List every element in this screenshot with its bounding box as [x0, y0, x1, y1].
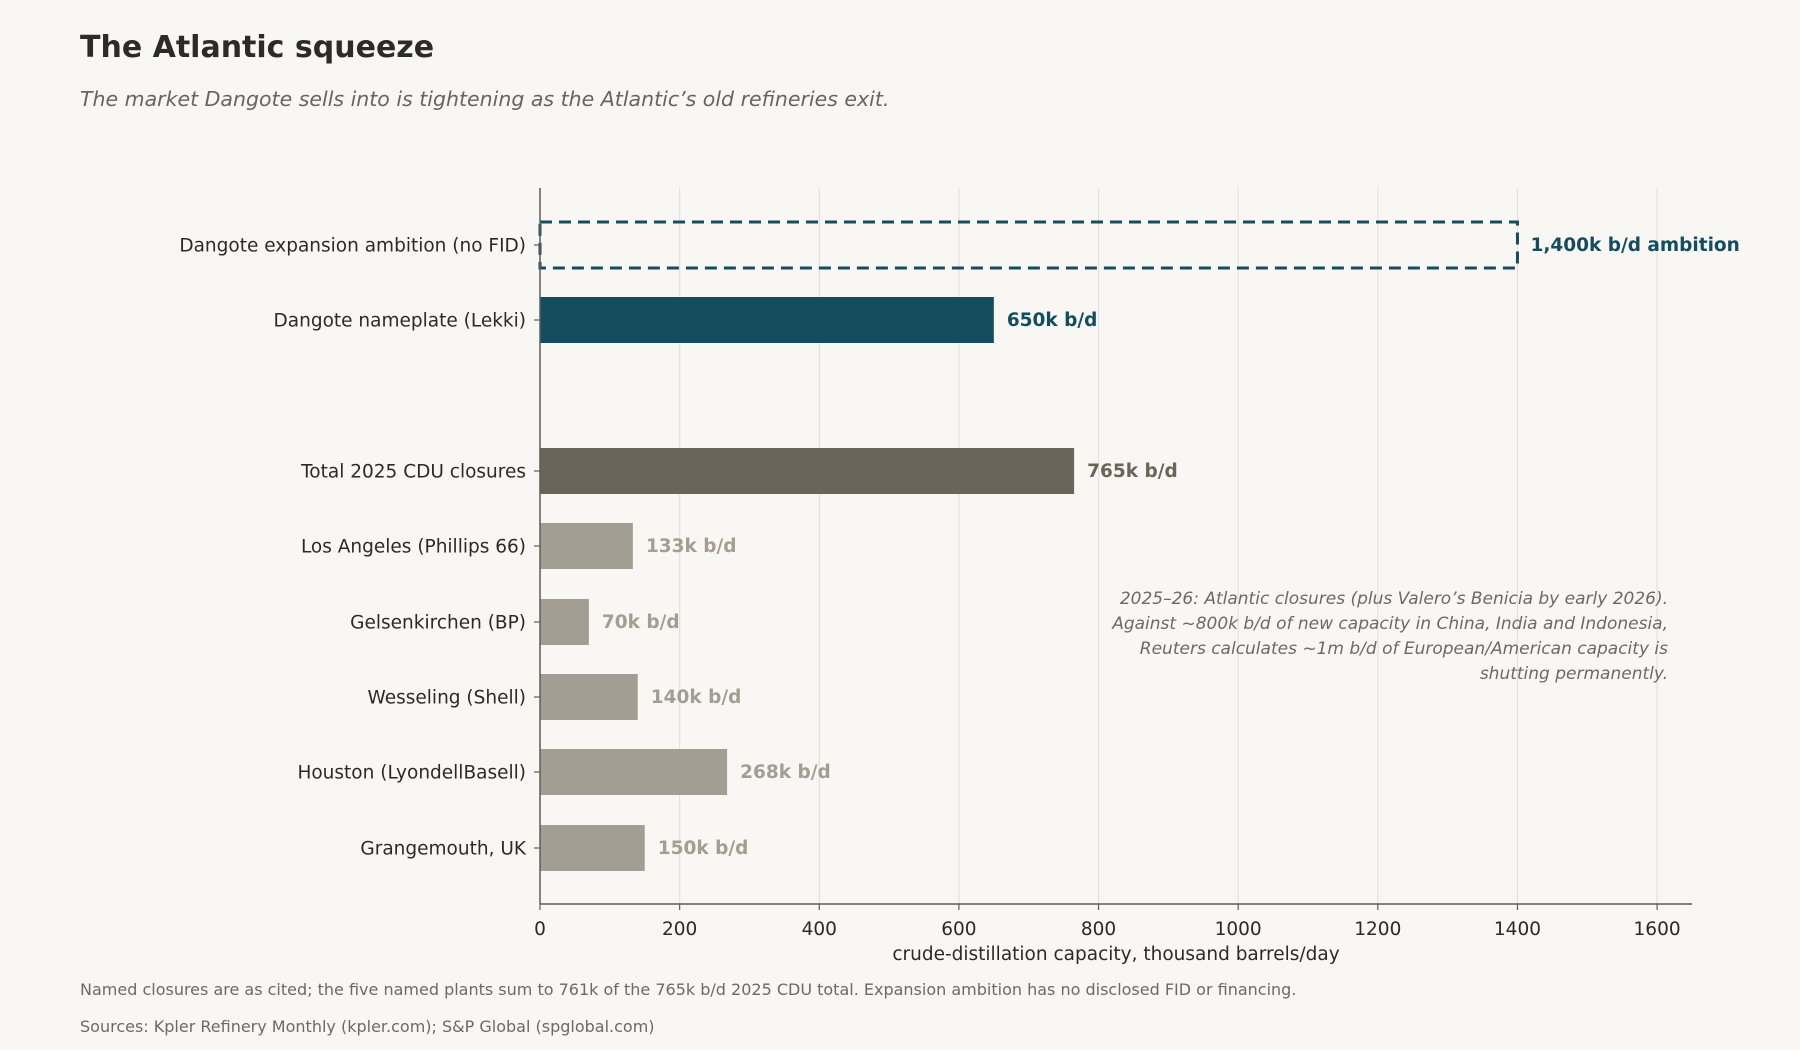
annotation-line: 2025–26: Atlantic closures (plus Valero’… [1120, 589, 1668, 609]
footnote: Named closures are as cited; the five na… [80, 980, 1297, 999]
value-label-gelsenkirchen-bp: 70k b/d [602, 612, 680, 633]
bar-total-2025-cdu-closures [540, 448, 1075, 494]
category-label-wesseling-shell: Wesseling (Shell) [368, 688, 526, 709]
bars [538, 220, 1519, 871]
source-line: Sources: Kpler Refinery Monthly (kpler.c… [80, 1017, 655, 1036]
category-label-dangote-expansion-ambition-no-fid: Dangote expansion ambition (no FID) [179, 236, 526, 257]
xtick-label-200: 200 [662, 919, 697, 940]
bar-gelsenkirchen-bp [540, 599, 589, 645]
category-label-dangote-nameplate-lekki: Dangote nameplate (Lekki) [274, 311, 526, 332]
xtick-label-0: 0 [534, 919, 546, 940]
value-label-total-2025-cdu-closures: 765k b/d [1087, 461, 1178, 482]
value-label-grangemouth-uk: 150k b/d [658, 838, 749, 859]
category-label-gelsenkirchen-bp: Gelsenkirchen (BP) [350, 613, 526, 634]
annotation-line: Against ~800k b/d of new capacity in Chi… [1111, 614, 1668, 634]
value-label-los-angeles-phillips-66: 133k b/d [646, 536, 737, 557]
annotation-line: Reuters calculates ~1m b/d of European/A… [1140, 639, 1668, 659]
category-label-los-angeles-phillips-66: Los Angeles (Phillips 66) [301, 537, 526, 558]
xtick-label-1200: 1200 [1354, 919, 1401, 940]
bar-wesseling-shell [540, 674, 638, 720]
annotation-line: shutting permanently. [1480, 664, 1668, 684]
bar-grangemouth-uk [540, 825, 645, 871]
value-label-wesseling-shell: 140k b/d [651, 687, 742, 708]
xtick-label-600: 600 [941, 919, 976, 940]
chart-title: The Atlantic squeeze [80, 30, 435, 65]
value-labels: 1,400k b/d ambition 650k b/d 765k b/d 133k … [602, 235, 1740, 859]
bar-dangote-nameplate-lekki [540, 297, 994, 343]
category-label-grangemouth-uk: Grangemouth, UK [360, 839, 526, 860]
annotation: 2025–26: Atlantic closures (plus Valero’… [1111, 589, 1668, 684]
category-label-houston-lyondellbasell: Houston (LyondellBasell) [297, 763, 526, 784]
bar-dangote-expansion-ambition-no-fid [538, 220, 1519, 270]
bar-los-angeles-phillips-66 [540, 523, 633, 569]
grid-lines [679, 188, 1658, 904]
xtick-label-1600: 1600 [1634, 919, 1681, 940]
axes: Dangote expansion ambition (no FID) Dango… [179, 188, 1692, 965]
xtick-label-800: 800 [1081, 919, 1116, 940]
value-label-houston-lyondellbasell: 268k b/d [740, 762, 831, 783]
xtick-label-1000: 1000 [1215, 919, 1262, 940]
xtick-label-1400: 1400 [1494, 919, 1541, 940]
bar-houston-lyondellbasell [540, 749, 728, 795]
value-label-dangote-expansion-ambition-no-fid: 1,400k b/d ambition [1530, 235, 1739, 256]
category-label-total-2025-cdu-closures: Total 2025 CDU closures [300, 462, 526, 483]
chart-subtitle: The market Dangote sells into is tighten… [80, 87, 890, 111]
x-axis-title: crude-distillation capacity, thousand ba… [892, 944, 1339, 965]
value-label-dangote-nameplate-lekki: 650k b/d [1007, 310, 1098, 331]
xtick-label-400: 400 [802, 919, 837, 940]
